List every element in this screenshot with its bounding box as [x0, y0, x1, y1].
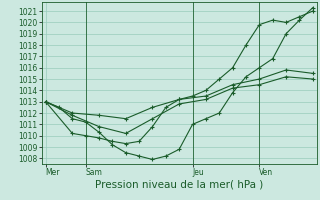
X-axis label: Pression niveau de la mer( hPa ): Pression niveau de la mer( hPa ) [95, 180, 263, 190]
